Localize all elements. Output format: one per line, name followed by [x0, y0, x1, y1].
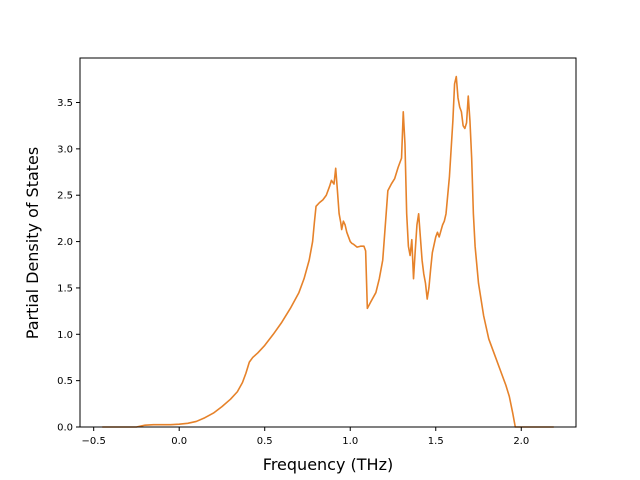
- data-layer: [102, 75, 554, 428]
- y-axis-label: Partial Density of States: [23, 147, 42, 339]
- x-tick-label: 2.0: [513, 436, 529, 447]
- x-tick-label: 0.5: [257, 436, 273, 447]
- x-tick-label: 0.0: [171, 436, 187, 447]
- x-tick-label: 1.0: [342, 436, 358, 447]
- x-tick-label: −0.5: [82, 436, 106, 447]
- y-tick-label: 2.0: [57, 237, 73, 248]
- y-tick-label: 3.0: [57, 144, 73, 155]
- y-tick-label: 3.5: [57, 98, 73, 109]
- y-tick-label: 2.5: [57, 191, 73, 202]
- y-tick-label: 1.0: [57, 330, 73, 341]
- x-axis: −0.5 0.0 0.5 1.0 1.5 2.0: [82, 427, 529, 447]
- y-tick-label: 0.5: [57, 376, 73, 387]
- plot-frame: [79, 57, 577, 428]
- y-tick-label: 0.0: [57, 423, 73, 434]
- pdos-series-line-0: [102, 75, 554, 428]
- y-tick-label: 1.5: [57, 283, 73, 294]
- x-axis-label: Frequency (THz): [263, 455, 393, 474]
- plot-background: [80, 58, 576, 427]
- y-axis: 0.0 0.5 1.0 1.5 2.0 2.5 3.0 3.5: [57, 98, 80, 434]
- x-tick-label: 1.5: [428, 436, 444, 447]
